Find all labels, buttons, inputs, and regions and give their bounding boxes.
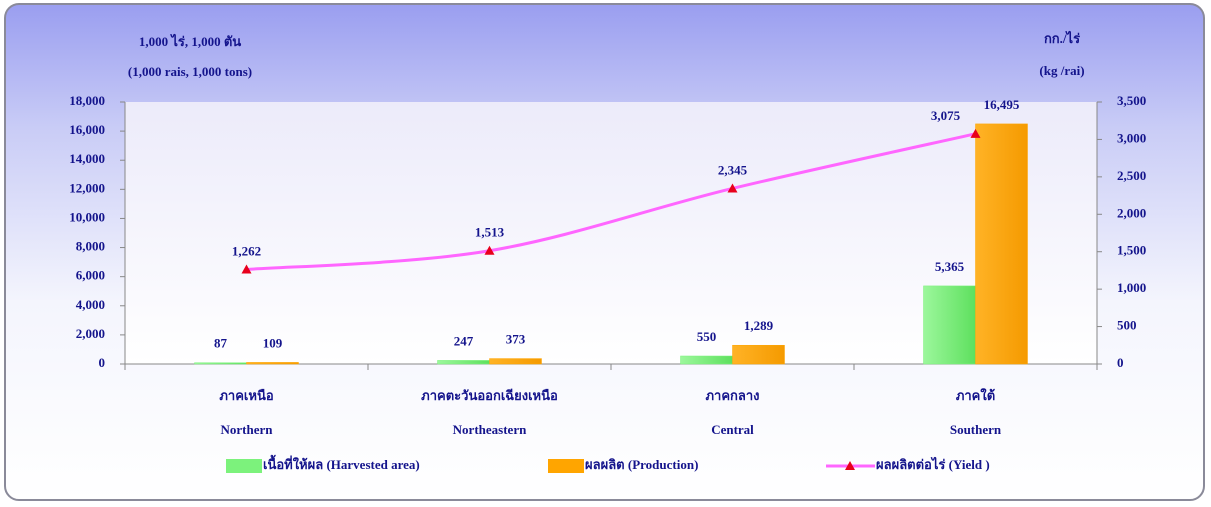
bar xyxy=(923,285,976,365)
legend-marker xyxy=(845,461,855,470)
marker xyxy=(970,128,981,138)
bar xyxy=(975,123,1028,365)
x-tick-label: Southern xyxy=(950,422,1002,437)
data-label: 550 xyxy=(697,329,717,344)
data-label: 1,513 xyxy=(475,225,505,240)
y-tick-label: 12,000 xyxy=(69,180,105,195)
marker xyxy=(727,183,738,193)
x-tick-label: ภาคตะวันออกเฉียงเหนือ xyxy=(421,388,558,403)
bar xyxy=(732,344,785,365)
bar xyxy=(489,358,542,365)
legend-label: ผลผลิต (Production) xyxy=(585,457,698,472)
data-label: 16,495 xyxy=(984,97,1020,112)
data-label: 1,289 xyxy=(744,318,774,333)
y2-tick-label: 2,500 xyxy=(1117,168,1146,183)
y-axis-label: 1,000 ไร่, 1,000 ตัน xyxy=(139,33,241,49)
data-label: 1,262 xyxy=(232,244,261,259)
y-tick-label: 10,000 xyxy=(69,209,105,224)
y2-tick-label: 3,500 xyxy=(1117,93,1146,108)
bar xyxy=(437,360,490,365)
legend-swatch xyxy=(226,459,262,473)
y-tick-label: 2,000 xyxy=(76,326,105,341)
x-tick-label: ภาคเหนือ xyxy=(219,388,273,403)
y2-tick-label: 2,000 xyxy=(1117,205,1146,220)
x-tick-label: Northeastern xyxy=(453,422,527,437)
marker xyxy=(484,245,495,255)
x-tick-label: ภาคใต้ xyxy=(956,387,995,403)
x-tick-label: Northern xyxy=(221,422,274,437)
y2-axis-label: กก./ไร่ xyxy=(1044,30,1080,46)
y2-axis-label: (kg /rai) xyxy=(1039,63,1084,78)
y2-tick-label: 1,000 xyxy=(1117,280,1146,295)
line xyxy=(246,132,976,272)
y2-tick-label: 1,500 xyxy=(1117,243,1146,258)
data-label: 373 xyxy=(506,332,526,347)
y2-tick-label: 500 xyxy=(1117,318,1137,333)
y-tick-label: 18,000 xyxy=(69,93,105,108)
y-tick-label: 16,000 xyxy=(69,122,105,137)
y-tick-label: 6,000 xyxy=(76,268,105,283)
bar xyxy=(194,362,247,365)
y2-tick-label: 3,000 xyxy=(1117,130,1146,145)
data-label: 3,075 xyxy=(931,108,961,123)
data-label: 2,345 xyxy=(718,162,748,177)
y-axis-label: (1,000 rais, 1,000 tons) xyxy=(128,64,252,79)
data-label: 87 xyxy=(214,336,228,351)
y-tick-label: 8,000 xyxy=(76,239,105,254)
y-tick-label: 14,000 xyxy=(69,151,105,166)
x-tick-label: ภาคกลาง xyxy=(705,388,759,403)
data-label: 247 xyxy=(454,333,474,348)
x-tick-label: Central xyxy=(711,422,754,437)
bar xyxy=(246,362,299,365)
data-label: 109 xyxy=(263,335,283,350)
y2-tick-label: 0 xyxy=(1117,355,1124,370)
legend-label: เนื้อที่ให้ผล (Harvested area) xyxy=(263,454,420,472)
bar xyxy=(680,355,733,365)
legend-label: ผลผลิตต่อไร่ (Yield ) xyxy=(876,456,990,472)
y-tick-label: 4,000 xyxy=(76,297,105,312)
legend-swatch xyxy=(548,459,584,473)
data-label: 5,365 xyxy=(935,259,965,274)
y-tick-label: 0 xyxy=(99,355,106,370)
marker xyxy=(241,264,252,274)
